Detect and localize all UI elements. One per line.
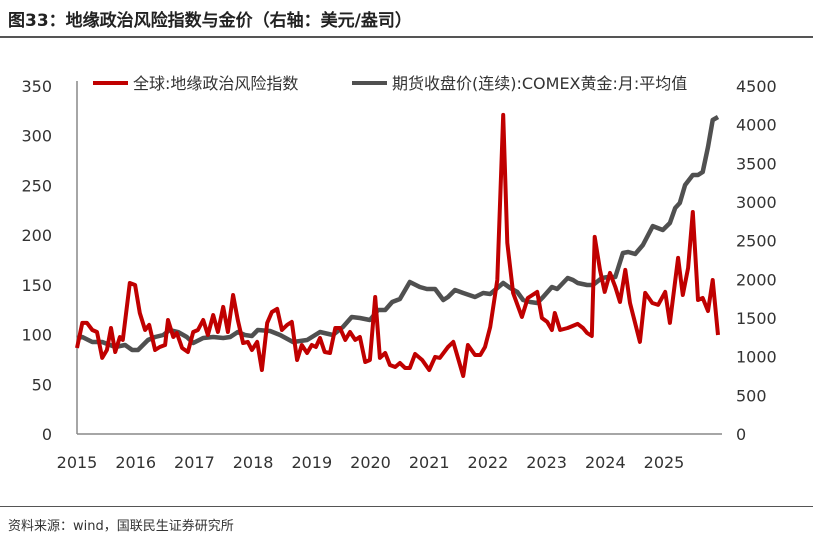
y2-tick-label: 1000	[736, 348, 777, 367]
y2-tick-label: 3500	[736, 154, 777, 173]
x-tick-label: 2018	[233, 453, 274, 472]
legend-label-1: 期货收盘价(连续):COMEX黄金:月:平均值	[392, 74, 687, 93]
y-tick-label: 50	[32, 375, 52, 394]
y-tick-label: 300	[21, 127, 52, 146]
y2-tick-label: 4000	[736, 116, 777, 135]
y2-tick-label: 1500	[736, 309, 777, 328]
x-tick-label: 2025	[644, 453, 685, 472]
source-divider	[0, 506, 813, 507]
y-tick-label: 100	[21, 326, 52, 345]
y-tick-label: 250	[21, 176, 52, 195]
y2-tick-label: 0	[736, 425, 746, 444]
y2-tick-label: 3000	[736, 193, 777, 212]
x-tick-label: 2022	[468, 453, 509, 472]
y2-tick-label: 2000	[736, 270, 777, 289]
series-line-0	[75, 112, 720, 378]
x-tick-label: 2021	[409, 453, 450, 472]
x-tick-label: 2024	[585, 453, 626, 472]
title-divider	[0, 36, 813, 38]
x-tick-label: 2016	[115, 453, 156, 472]
x-tick-label: 2020	[350, 453, 391, 472]
y2-tick-label: 2500	[736, 232, 777, 251]
y-tick-label: 0	[42, 425, 52, 444]
y2-tick-label: 4500	[736, 77, 777, 96]
y-tick-label: 150	[21, 276, 52, 295]
y2-tick-label: 500	[736, 386, 767, 405]
figure-title: 图33：地缘政治风险指数与金价（右轴：美元/盎司）	[8, 11, 412, 31]
source-note: 资料来源：wind，国联民生证券研究所	[8, 519, 234, 534]
chart: 0501001502002503003500500100015002000250…	[21, 74, 777, 472]
legend-label-0: 全球:地缘政治风险指数	[133, 74, 298, 93]
x-tick-label: 2023	[526, 453, 567, 472]
x-tick-label: 2017	[174, 453, 215, 472]
y-tick-label: 200	[21, 226, 52, 245]
y-tick-label: 350	[21, 77, 52, 96]
x-tick-label: 2019	[291, 453, 332, 472]
series-line-1	[76, 115, 720, 353]
x-tick-label: 2015	[57, 453, 98, 472]
